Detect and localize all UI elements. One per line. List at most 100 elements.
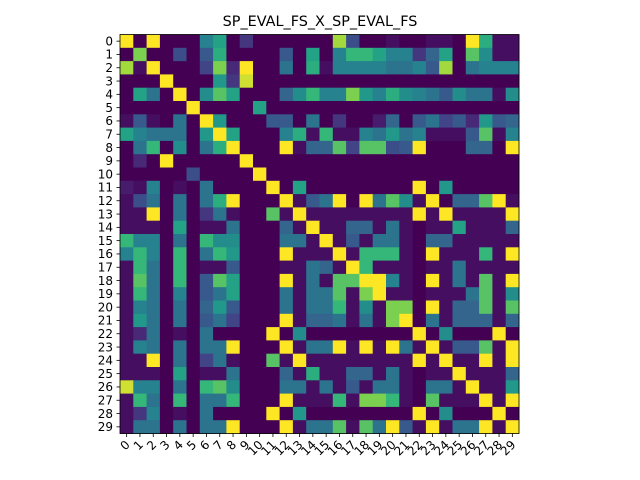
y-tick-label: 26 — [98, 380, 113, 394]
heatmap-cell — [412, 61, 427, 75]
heatmap-cell — [266, 327, 280, 341]
heatmap-cell — [146, 101, 161, 115]
heatmap-cell — [146, 61, 161, 75]
heatmap-cell — [239, 406, 254, 421]
heatmap-cell — [425, 114, 440, 128]
heatmap-cell — [465, 420, 480, 434]
heatmap-cell — [279, 420, 294, 434]
heatmap-cell — [492, 61, 507, 75]
heatmap-cell — [359, 353, 374, 368]
heatmap-cell — [199, 127, 214, 142]
heatmap-cell — [372, 220, 387, 235]
y-axis-ticks: 0123456789101112131415161718192021222324… — [98, 34, 120, 434]
heatmap-cell — [120, 194, 134, 208]
heatmap-cell — [399, 406, 413, 421]
heatmap-cell — [479, 140, 493, 155]
heatmap-cell — [399, 87, 413, 102]
heatmap-cell — [146, 420, 161, 434]
heatmap-cell — [159, 327, 174, 341]
heatmap-cell — [386, 287, 400, 301]
heatmap-cell — [186, 380, 201, 394]
heatmap-cell — [279, 47, 294, 62]
heatmap-cell — [319, 393, 334, 408]
y-tick-label: 25 — [98, 367, 113, 381]
heatmap-cell — [319, 234, 334, 248]
heatmap-cell — [359, 180, 374, 195]
heatmap-cell — [452, 180, 467, 195]
heatmap-cell — [412, 340, 427, 355]
heatmap-cell — [120, 327, 134, 341]
heatmap-cell — [319, 180, 334, 195]
heatmap-cell — [399, 114, 413, 128]
heatmap-cell — [213, 47, 227, 62]
heatmap-cell — [239, 34, 254, 49]
heatmap-cell — [465, 327, 480, 341]
heatmap-cell — [120, 273, 134, 288]
heatmap-cell — [359, 273, 374, 288]
heatmap-cell — [133, 406, 147, 421]
heatmap-cell — [399, 340, 413, 355]
heatmap-cell — [346, 101, 360, 115]
heatmap-cell — [292, 406, 307, 421]
heatmap-cell — [319, 367, 334, 381]
heatmap-cell — [279, 260, 294, 275]
y-tick-label: 10 — [98, 167, 113, 181]
heatmap-cell — [399, 260, 413, 275]
heatmap-cell — [279, 300, 294, 315]
heatmap-cell — [346, 47, 360, 62]
heatmap-cell — [386, 34, 400, 49]
heatmap-cell — [465, 180, 480, 195]
heatmap-cell — [159, 114, 174, 128]
heatmap-cell — [332, 393, 347, 408]
heatmap-cell — [120, 180, 134, 195]
heatmap-cell — [159, 47, 174, 62]
heatmap-cell — [146, 167, 161, 182]
heatmap-cell — [173, 420, 187, 434]
heatmap-cell — [159, 87, 174, 102]
heatmap-cell — [306, 61, 320, 75]
heatmap-cell — [239, 127, 254, 142]
heatmap-cell — [239, 300, 254, 315]
heatmap-cell — [399, 420, 413, 434]
y-tick-label: 9 — [105, 154, 113, 168]
heatmap-cell — [439, 380, 453, 394]
heatmap-cell — [213, 406, 227, 421]
heatmap-cell — [159, 154, 174, 168]
heatmap-cell — [452, 287, 467, 301]
heatmap-cell — [372, 380, 387, 394]
heatmap-cell — [425, 74, 440, 89]
heatmap-cell — [386, 300, 400, 315]
y-tick-label: 29 — [98, 420, 113, 434]
heatmap-cell — [213, 300, 227, 315]
heatmap-cell — [159, 101, 174, 115]
heatmap-cell — [306, 74, 320, 89]
heatmap-cell — [186, 393, 201, 408]
y-tick-label: 7 — [105, 127, 113, 141]
heatmap-cell — [492, 114, 507, 128]
heatmap-cell — [439, 34, 453, 49]
heatmap-cell — [465, 367, 480, 381]
heatmap-cell — [439, 353, 453, 368]
heatmap-cell — [146, 220, 161, 235]
heatmap-cell — [292, 167, 307, 182]
heatmap-cell — [186, 114, 201, 128]
heatmap-cell — [146, 393, 161, 408]
heatmap-cell — [492, 167, 507, 182]
x-tick-label: 29 — [498, 438, 519, 459]
heatmap-cell — [359, 234, 374, 248]
heatmap-cell — [399, 380, 413, 394]
heatmap-cell — [226, 180, 241, 195]
heatmap-cell — [279, 367, 294, 381]
heatmap-cell — [279, 340, 294, 355]
heatmap-cell — [386, 353, 400, 368]
heatmap-cell — [452, 300, 467, 315]
heatmap-cell — [425, 207, 440, 222]
heatmap-cell — [239, 367, 254, 381]
heatmap-cell — [439, 327, 453, 341]
heatmap-cell — [253, 367, 267, 381]
heatmap-cell — [173, 287, 187, 301]
heatmap-cell — [439, 393, 453, 408]
heatmap-cell — [452, 74, 467, 89]
heatmap-cell — [239, 287, 254, 301]
heatmap-cell — [465, 393, 480, 408]
